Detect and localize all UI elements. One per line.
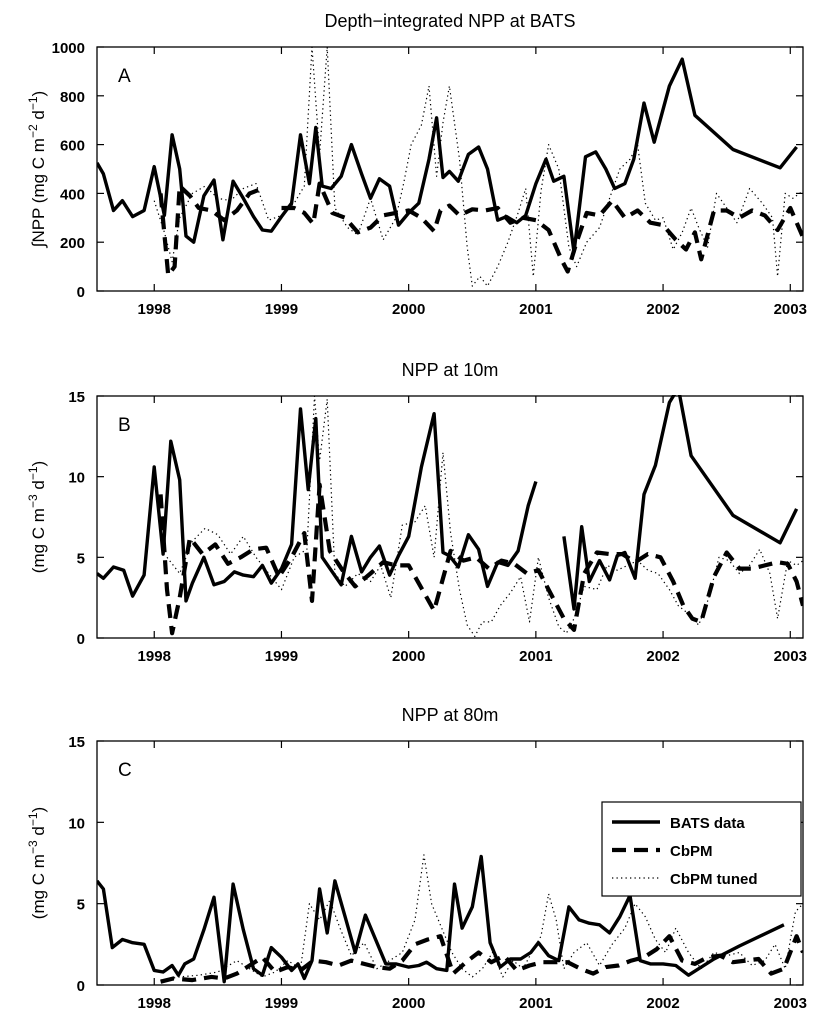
y-axis-label-exponent: −1 [26,466,40,480]
y-tick-label: 800 [60,89,85,106]
x-tick-label: 2000 [392,995,425,1012]
y-axis-label-part: ) [29,807,48,813]
y-tick-label: 10 [68,815,85,832]
x-tick-label: 2003 [774,301,807,318]
y-tick-label: 5 [77,897,85,914]
x-tick-label: 2002 [646,648,679,665]
panel-label: A [118,66,131,87]
legend: BATS data CbPM CbPM tuned [601,801,802,897]
series-line-dotted [160,854,803,981]
series-line-dashed [158,184,264,278]
panel-a: 1998 1999 2000 2001 2002 2003 0 200 400 600 800 100… [26,11,807,318]
y-tick-label: 0 [77,631,85,648]
x-tick-label: 2000 [392,648,425,665]
series-line-dashed [281,181,803,274]
y-tick-label: 200 [60,235,85,252]
x-tick-label: 1998 [138,301,171,318]
y-axis-label: (mg C m−3 d−1) [26,461,48,573]
y-tick-label: 600 [60,138,85,155]
y-axis-label: (mg C m−3 d−1) [26,807,48,919]
y-tick-label: 1000 [52,40,85,57]
legend-label: CbPM tuned [670,871,758,888]
y-axis-label: ∫NPP (mg C m−2 d−1) [26,91,48,248]
y-axis-label-part: ∫NPP (mg C m [29,138,48,248]
panel-c: 1998 1999 2000 2001 2002 2003 0 5 10 15 NPP at 80m… [26,705,807,1012]
x-tick-label: 2001 [519,648,552,665]
y-axis-label-part: ) [29,461,48,467]
y-tick-label: 5 [77,550,85,567]
x-tick-label: 1998 [138,995,171,1012]
x-tick-label: 1998 [138,648,171,665]
series-line-solid [562,395,799,611]
x-tick-label: 2003 [774,995,807,1012]
y-axis-label-exponent: −3 [26,494,40,508]
panel-label: B [118,415,131,436]
x-tick-label: 1999 [265,648,298,665]
y-axis-label-part: d [29,480,48,494]
y-axis-label-exponent: −1 [26,96,40,110]
y-axis-label-exponent: −1 [26,812,40,826]
x-tick-label: 2002 [646,995,679,1012]
axes-frame [96,395,804,639]
y-axis-label-part: (mg C m [29,508,48,573]
x-tick-label: 2003 [774,648,807,665]
panel-b: 1998 1999 2000 2001 2002 2003 0 5 10 15 NPP at 10m… [26,360,807,665]
y-tick-label: 15 [68,734,85,751]
y-tick-label: 0 [77,284,85,301]
axes-frame [96,46,804,292]
series-line-dotted [166,395,803,637]
legend-label: CbPM [670,843,713,860]
chart-title: NPP at 10m [402,360,499,380]
series-line-solid [97,57,798,254]
series-line-dashed [160,934,803,984]
y-axis-label-part: d [29,826,48,840]
panel-label: C [118,760,132,781]
chart-title: NPP at 80m [402,705,499,725]
x-tick-label: 1999 [265,995,298,1012]
y-tick-label: 0 [77,978,85,995]
y-axis-label-part: ) [29,91,48,97]
x-tick-label: 2000 [392,301,425,318]
x-tick-label: 2001 [519,995,552,1012]
chart-title: Depth−integrated NPP at BATS [325,11,576,31]
x-tick-label: 1999 [265,301,298,318]
y-axis-label-part: d [29,110,48,124]
y-tick-label: 10 [68,470,85,487]
x-tick-label: 2001 [519,301,552,318]
y-axis-label-exponent: −3 [26,840,40,854]
y-tick-label: 400 [60,186,85,203]
y-axis-label-exponent: −2 [26,124,40,138]
axes-frame [96,740,804,986]
y-tick-label: 15 [68,389,85,406]
series-line-solid [97,407,538,603]
legend-label: BATS data [670,815,745,832]
y-axis-label-part: (mg C m [29,854,48,919]
series-line-dotted [153,46,803,287]
series-line-solid [97,854,785,984]
x-tick-label: 2002 [646,301,679,318]
